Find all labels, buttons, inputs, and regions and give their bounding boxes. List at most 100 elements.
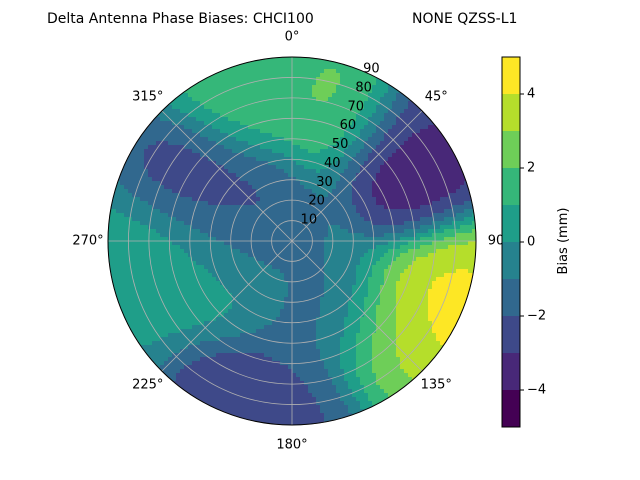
contour-cell xyxy=(176,69,181,74)
contour-cell xyxy=(208,221,213,226)
contour-cell xyxy=(108,129,113,134)
contour-cell xyxy=(196,109,201,114)
contour-cell xyxy=(156,173,161,178)
contour-cell xyxy=(268,233,273,238)
contour-cell xyxy=(160,193,165,198)
contour-cell xyxy=(160,201,165,206)
contour-cell xyxy=(176,261,181,266)
contour-cell xyxy=(352,241,357,246)
contour-cell xyxy=(280,209,285,214)
contour-cell xyxy=(348,117,353,122)
contour-cell xyxy=(388,249,393,254)
contour-cell xyxy=(364,117,369,122)
contour-cell xyxy=(220,249,225,254)
contour-cell xyxy=(296,181,301,186)
contour-cell xyxy=(204,65,209,70)
contour-cell xyxy=(188,169,193,174)
contour-cell xyxy=(180,77,185,82)
contour-cell xyxy=(156,265,161,270)
contour-cell xyxy=(164,225,169,230)
contour-cell xyxy=(344,113,349,118)
contour-cell xyxy=(308,245,313,250)
contour-cell xyxy=(328,189,333,194)
contour-cell xyxy=(348,145,353,150)
contour-cell xyxy=(344,93,349,98)
contour-cell xyxy=(112,269,117,274)
contour-cell xyxy=(272,185,277,190)
contour-cell xyxy=(168,237,173,242)
contour-cell xyxy=(340,177,345,182)
contour-cell xyxy=(252,177,257,182)
contour-cell xyxy=(256,217,261,222)
contour-cell xyxy=(200,153,205,158)
contour-cell xyxy=(156,253,161,258)
contour-cell xyxy=(336,165,341,170)
contour-cell xyxy=(436,161,441,166)
contour-cell xyxy=(224,153,229,158)
contour-cell xyxy=(268,117,273,122)
contour-cell xyxy=(380,169,385,174)
contour-cell xyxy=(472,233,476,238)
contour-cell xyxy=(276,177,281,182)
contour-cell xyxy=(408,81,413,86)
contour-cell xyxy=(376,185,381,190)
contour-cell xyxy=(120,81,125,86)
contour-cell xyxy=(304,125,309,130)
contour-cell xyxy=(296,77,301,82)
contour-cell xyxy=(184,101,189,106)
contour-cell xyxy=(276,77,281,82)
contour-cell xyxy=(200,93,205,98)
contour-cell xyxy=(448,113,453,118)
contour-cell xyxy=(300,69,305,74)
contour-cell xyxy=(156,177,161,182)
contour-cell xyxy=(176,201,181,206)
contour-cell xyxy=(200,193,205,198)
contour-cell xyxy=(396,61,401,66)
contour-cell xyxy=(376,105,381,110)
contour-cell xyxy=(116,169,121,174)
contour-cell xyxy=(256,69,261,74)
contour-cell xyxy=(348,269,353,274)
contour-cell xyxy=(168,161,173,166)
contour-cell xyxy=(428,221,433,226)
contour-cell xyxy=(344,269,349,274)
contour-cell xyxy=(296,93,301,98)
contour-cell xyxy=(212,197,217,202)
contour-cell xyxy=(364,221,369,226)
contour-cell xyxy=(220,229,225,234)
contour-cell xyxy=(276,97,281,102)
contour-cell xyxy=(364,193,369,198)
contour-cell xyxy=(268,193,273,198)
contour-cell xyxy=(460,173,465,178)
contour-cell xyxy=(164,61,169,66)
contour-cell xyxy=(444,241,449,246)
contour-cell xyxy=(468,93,473,98)
contour-cell xyxy=(140,73,145,78)
contour-cell xyxy=(292,249,297,254)
contour-cell xyxy=(268,65,273,70)
contour-cell xyxy=(264,229,269,234)
contour-cell xyxy=(280,153,285,158)
contour-cell xyxy=(328,97,333,102)
contour-cell xyxy=(348,129,353,134)
contour-cell xyxy=(200,117,205,122)
contour-cell xyxy=(396,241,401,246)
contour-cell xyxy=(432,217,437,222)
contour-cell xyxy=(372,221,377,226)
contour-cell xyxy=(148,117,153,122)
contour-cell xyxy=(252,189,257,194)
contour-cell xyxy=(188,133,193,138)
contour-cell xyxy=(216,205,221,210)
contour-cell xyxy=(284,105,289,110)
contour-cell xyxy=(408,93,413,98)
contour-cell xyxy=(108,101,113,106)
contour-cell xyxy=(392,153,397,158)
contour-cell xyxy=(320,97,325,102)
contour-cell xyxy=(244,257,249,262)
contour-cell xyxy=(288,205,293,210)
contour-cell xyxy=(308,181,313,186)
contour-cell xyxy=(176,273,181,278)
contour-cell xyxy=(376,121,381,126)
contour-cell xyxy=(340,153,345,158)
